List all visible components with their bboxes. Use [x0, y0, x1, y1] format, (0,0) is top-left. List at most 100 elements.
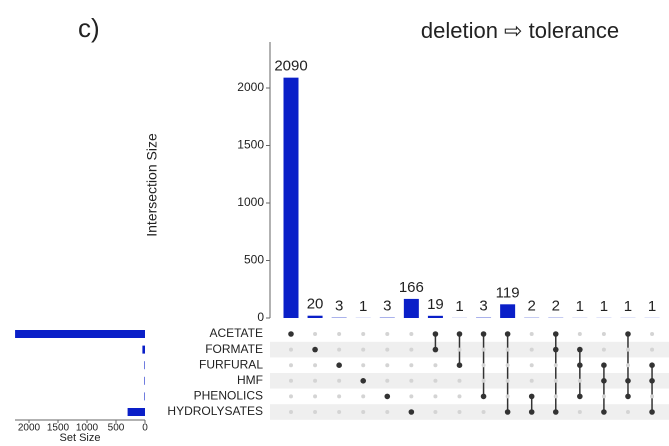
- y-axis-label: Intersection Size: [144, 133, 160, 237]
- dot-off: [457, 347, 462, 352]
- dot-on: [312, 346, 318, 353]
- set-tick-label: 1500: [47, 423, 70, 434]
- dot-on: [601, 378, 607, 384]
- dot-on: [528, 409, 535, 415]
- value-label: 3: [479, 298, 487, 315]
- dot-off: [601, 394, 606, 399]
- set-label: FURFURAL: [199, 357, 263, 371]
- value-label: 2: [552, 298, 560, 315]
- dot-off: [409, 378, 414, 383]
- value-label: 1: [648, 298, 656, 315]
- dot-off: [385, 378, 390, 383]
- value-label: 1: [600, 298, 608, 315]
- dot-off: [361, 347, 366, 352]
- dot-on: [649, 378, 655, 384]
- dot-off: [625, 347, 630, 352]
- dot-on: [577, 362, 583, 369]
- value-label: 20: [307, 296, 324, 313]
- dot-off: [457, 394, 462, 399]
- dot-on: [552, 346, 559, 353]
- dot-on: [336, 362, 342, 369]
- dot-off: [337, 410, 342, 414]
- dot-off: [409, 332, 414, 336]
- value-label: 166: [399, 279, 424, 296]
- dot-off: [650, 332, 655, 336]
- dot-off: [601, 332, 606, 336]
- dot-off: [577, 410, 582, 414]
- dot-on: [432, 346, 439, 353]
- dot-off: [433, 410, 438, 414]
- dot-on: [649, 409, 655, 415]
- dot-on: [528, 393, 535, 400]
- dot-off: [313, 378, 318, 383]
- dot-on: [480, 331, 487, 337]
- set-bar: [142, 345, 145, 354]
- dot-on: [456, 331, 463, 337]
- set-tick-label: 1000: [76, 423, 99, 434]
- dot-on: [480, 393, 487, 400]
- panel-label: c): [78, 13, 100, 43]
- dot-off: [409, 394, 414, 399]
- dot-off: [337, 394, 342, 399]
- set-label: FORMATE: [205, 342, 263, 356]
- dot-off: [337, 378, 342, 383]
- value-label: 2090: [274, 58, 307, 75]
- dot-off: [553, 394, 558, 399]
- dot-on: [384, 393, 391, 400]
- bar: [427, 315, 443, 318]
- dot-off: [313, 363, 318, 368]
- dot-off: [361, 410, 366, 414]
- dot-off: [433, 363, 438, 368]
- dot-off: [505, 347, 510, 352]
- dot-on: [601, 409, 607, 415]
- set-size-label: Set Size: [60, 432, 101, 444]
- dot-off: [481, 347, 486, 352]
- dot-on: [625, 331, 631, 337]
- bar: [403, 298, 419, 318]
- dot-off: [481, 363, 486, 368]
- dot-off: [361, 394, 366, 399]
- set-bar: [144, 392, 145, 401]
- dot-off: [529, 332, 534, 336]
- dot-off: [553, 363, 558, 368]
- dot-off: [385, 363, 390, 368]
- dot-on: [649, 362, 655, 369]
- dot-on: [504, 331, 511, 337]
- dot-off: [337, 332, 342, 336]
- set-tick-label: 500: [108, 423, 125, 434]
- set-bar: [144, 376, 145, 385]
- dot-off: [457, 378, 462, 383]
- dot-off: [481, 410, 486, 414]
- row-stripe: [270, 404, 669, 420]
- dot-off: [289, 363, 293, 368]
- set-label: ACETATE: [209, 326, 263, 340]
- dot-off: [409, 363, 414, 368]
- row-stripe: [270, 373, 669, 389]
- dot-off: [337, 347, 342, 352]
- dot-off: [433, 378, 438, 383]
- set-bar: [144, 361, 145, 370]
- dot-on: [408, 409, 415, 415]
- set-label: PHENOLICS: [194, 389, 263, 403]
- dot-off: [385, 332, 390, 336]
- value-label: 1: [576, 298, 584, 315]
- y-tick-label: 2000: [237, 80, 264, 94]
- dot-on: [601, 362, 607, 369]
- value-label: 119: [496, 284, 520, 301]
- dot-off: [601, 347, 606, 352]
- dot-on: [625, 393, 631, 400]
- dot-off: [529, 378, 534, 383]
- dot-off: [505, 363, 510, 368]
- dot-off: [313, 332, 318, 336]
- dot-off: [505, 394, 510, 399]
- dot-off: [457, 410, 462, 414]
- bar: [500, 304, 516, 318]
- value-label: 1: [624, 298, 632, 315]
- y-tick-label: 1000: [237, 195, 264, 209]
- dot-off: [505, 378, 510, 383]
- dot-off: [289, 410, 293, 414]
- y-tick-label: 0: [257, 310, 264, 324]
- set-label: HYDROLYSATES: [167, 404, 263, 418]
- dot-on: [577, 346, 583, 353]
